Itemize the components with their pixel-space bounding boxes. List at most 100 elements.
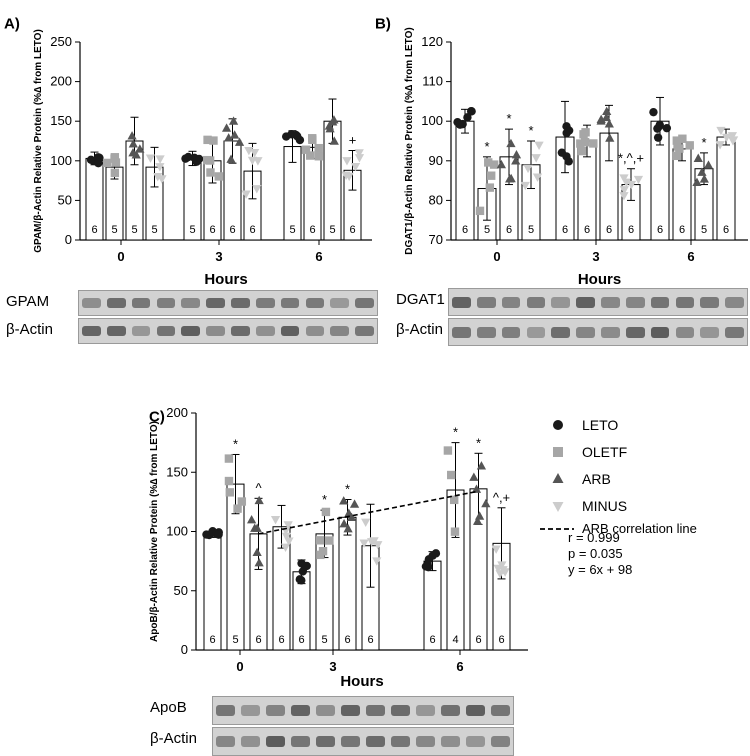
blot-label: β-Actin xyxy=(396,321,443,338)
legend-marker-oletf xyxy=(553,447,563,457)
data-point xyxy=(342,157,352,166)
blot-band xyxy=(181,298,201,309)
blot-band xyxy=(216,736,235,748)
blot-band xyxy=(291,736,310,748)
data-point xyxy=(295,135,305,145)
n-label: 6 xyxy=(209,224,215,236)
data-point xyxy=(655,121,664,131)
blot-band xyxy=(491,705,510,717)
blot-band xyxy=(466,705,485,717)
data-point xyxy=(716,126,726,136)
blot-band xyxy=(700,326,720,338)
data-point xyxy=(662,123,672,133)
data-point xyxy=(633,175,644,185)
blot-band xyxy=(576,326,595,338)
y-tick-label: 100 xyxy=(166,524,188,539)
data-point xyxy=(214,172,224,181)
blot-band xyxy=(526,326,546,338)
western-blot xyxy=(448,288,748,316)
data-point xyxy=(534,141,544,151)
blot-band xyxy=(675,296,695,308)
data-point xyxy=(252,547,262,557)
n-label: 6 xyxy=(278,634,284,646)
y-tick-label: 100 xyxy=(421,113,443,128)
data-point xyxy=(297,576,306,585)
data-point xyxy=(721,133,732,143)
blot-band xyxy=(341,705,360,717)
n-label: 4 xyxy=(452,634,458,646)
n-label: 6 xyxy=(462,224,468,236)
data-point xyxy=(349,499,360,508)
blot-band xyxy=(355,326,374,337)
data-point xyxy=(428,551,437,560)
data-point xyxy=(602,106,612,116)
data-point xyxy=(626,180,637,190)
data-point xyxy=(532,173,543,182)
data-point xyxy=(344,508,354,517)
figure: A) 0 50 100 150 200 250 GPAM/β-Actin Relative P… xyxy=(4,15,748,756)
blot-band xyxy=(476,296,496,308)
x-axis-label: Hours xyxy=(340,673,383,690)
x-tick-label: 3 xyxy=(592,249,599,264)
data-point xyxy=(214,530,223,539)
blot-band xyxy=(416,705,435,717)
n-label: 6 xyxy=(309,224,315,236)
legend-label: MINUS xyxy=(582,498,627,514)
blot-band xyxy=(241,736,260,748)
data-point xyxy=(463,113,472,122)
data-point xyxy=(481,498,491,508)
blot-band xyxy=(316,736,335,748)
western-blot xyxy=(212,727,514,756)
data-point xyxy=(506,173,516,183)
blot-band xyxy=(650,326,670,338)
legend-label: OLETF xyxy=(582,444,627,460)
data-point xyxy=(308,135,317,144)
y-tick-label: 0 xyxy=(181,642,188,657)
significance-label: ^,+ xyxy=(493,490,510,505)
stat-text: p = 0.035 xyxy=(568,546,623,561)
data-point xyxy=(649,107,658,117)
data-point xyxy=(206,168,215,177)
data-point xyxy=(564,126,574,135)
blot-label: β-Actin xyxy=(6,321,53,338)
blot-band xyxy=(601,326,620,338)
data-point xyxy=(280,543,291,552)
y-tick-label: 150 xyxy=(50,113,72,128)
data-point xyxy=(531,154,541,163)
stat-text: y = 6x + 98 xyxy=(568,562,632,577)
n-label: 5 xyxy=(131,224,137,236)
data-point xyxy=(284,537,294,546)
n-label: 6 xyxy=(367,634,373,646)
data-point xyxy=(372,557,382,566)
n-label: 6 xyxy=(506,224,512,236)
x-tick-label: 3 xyxy=(329,659,336,674)
legend-label: LETO xyxy=(582,417,618,433)
n-label: 6 xyxy=(562,224,568,236)
data-point xyxy=(339,496,349,505)
legend-marker-arb xyxy=(552,473,564,483)
blot-band xyxy=(391,736,410,748)
data-point xyxy=(283,521,293,530)
blot-band xyxy=(255,326,275,337)
blot-band xyxy=(452,296,471,308)
data-point xyxy=(485,183,495,192)
data-point xyxy=(155,155,165,164)
data-point xyxy=(703,160,714,169)
blot-band xyxy=(441,705,460,717)
data-point xyxy=(450,527,460,536)
data-point xyxy=(476,461,487,470)
blot-band xyxy=(625,296,645,308)
data-point xyxy=(230,130,240,139)
data-point xyxy=(604,119,614,128)
bar xyxy=(203,533,222,651)
data-point xyxy=(145,154,156,163)
panel-label: A) xyxy=(4,15,20,32)
y-tick-label: 70 xyxy=(429,232,443,247)
x-tick-label: 6 xyxy=(687,249,694,264)
n-label: 5 xyxy=(289,224,295,236)
x-tick-label: 6 xyxy=(315,249,322,264)
data-point xyxy=(252,185,262,194)
x-tick-label: 3 xyxy=(215,249,222,264)
data-point xyxy=(354,154,365,163)
